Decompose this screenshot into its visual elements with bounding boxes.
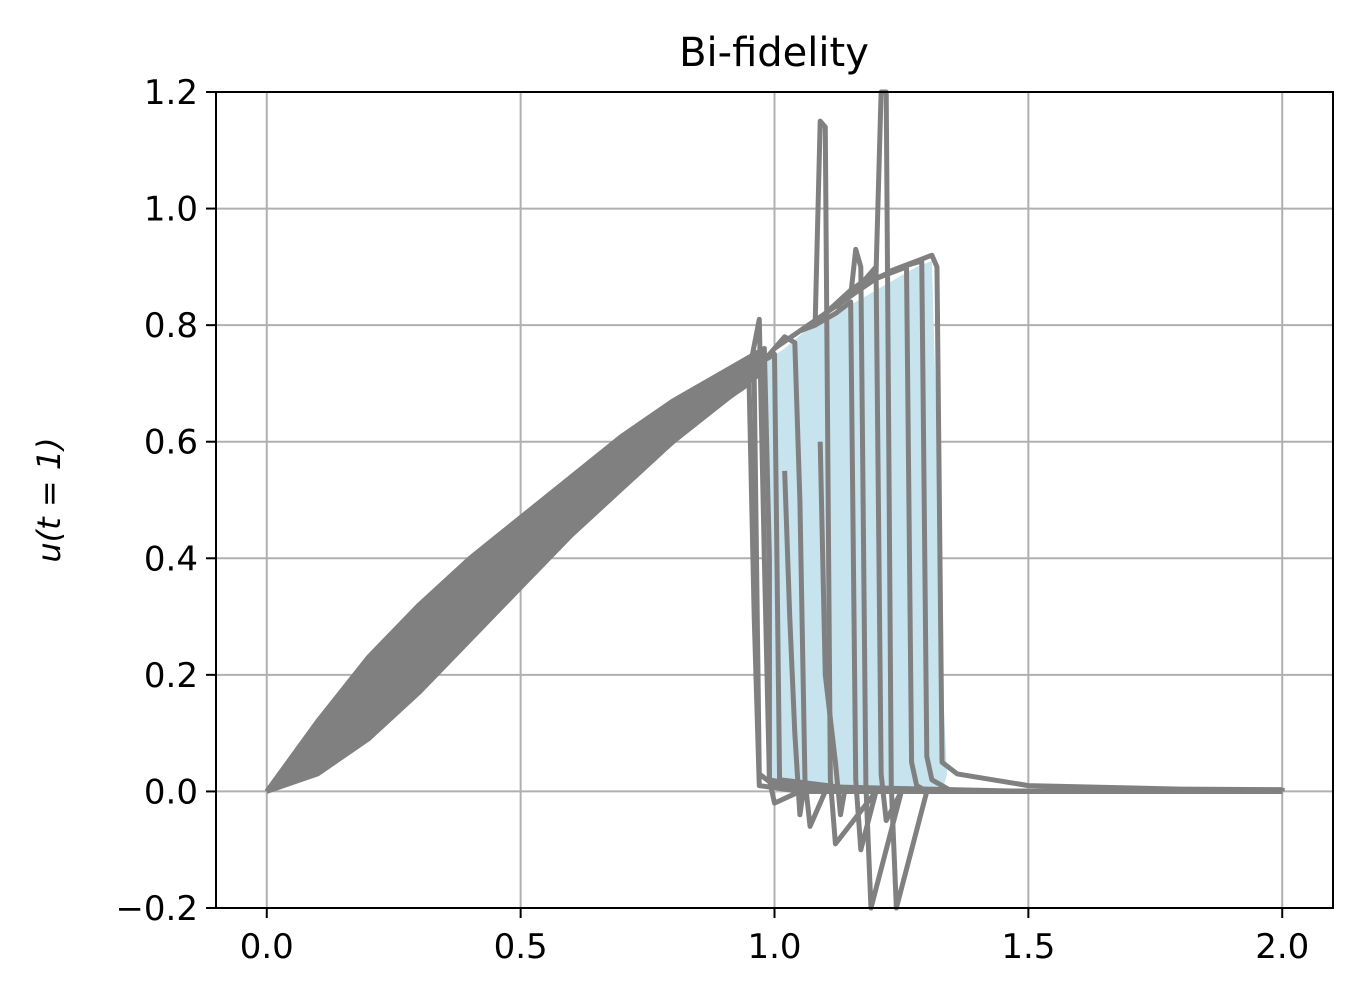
series-line-12 [782, 470, 808, 818]
series-line-15 [265, 351, 1283, 794]
x-tick-label: 2.0 [1255, 927, 1309, 967]
y-tick-label: 1.2 [144, 73, 198, 113]
y-tick-label: 0.2 [144, 656, 198, 696]
x-tick-label: 0.5 [494, 927, 548, 967]
ticks: 0.0 0.5 1.0 1.5 2.0 −0.2 0.0 0.2 0.4 0.6 0.8 1.0 1.2 [115, 73, 1309, 967]
y-tick-label: 0.0 [144, 772, 198, 812]
series-line-13 [817, 441, 849, 818]
y-tick-label: 0.6 [144, 423, 198, 463]
y-tick-label: 0.4 [144, 539, 198, 579]
series-lines [264, 89, 1285, 911]
x-tick-label: 0.0 [240, 927, 294, 967]
x-tick-label: 1.0 [747, 927, 801, 967]
y-tick-label: 1.0 [144, 190, 198, 230]
y-axis-label: u(t = 1) [30, 437, 68, 562]
chart-title: Bi-fidelity [679, 30, 869, 76]
x-tick-label: 1.5 [1001, 927, 1055, 967]
series-line-14 [265, 375, 1283, 794]
series-line-11 [885, 252, 1283, 793]
y-tick-label: 0.8 [144, 306, 198, 346]
curve-envelope-fill [266, 348, 760, 792]
y-tick-label: −0.2 [115, 889, 198, 929]
